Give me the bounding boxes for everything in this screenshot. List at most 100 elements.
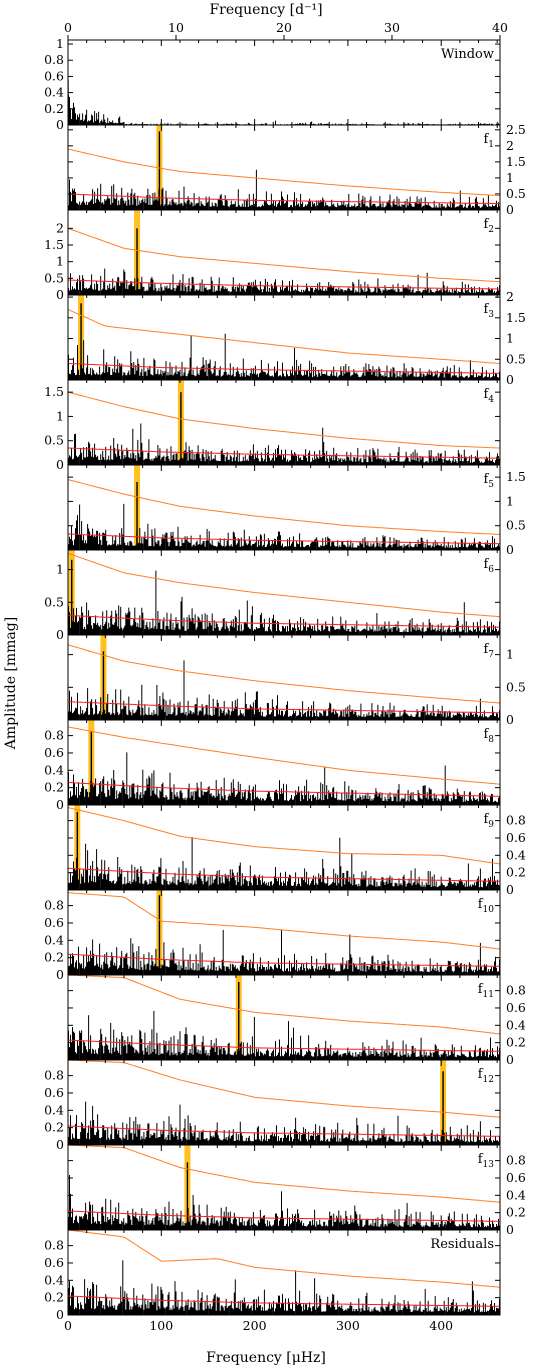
bottom-x-tick-label: 0 [64, 1318, 72, 1333]
top-x-tick-label: 20 [276, 20, 292, 35]
panel-label-subscript: 1 [488, 140, 494, 150]
panel-label: f6 [483, 557, 494, 575]
y-tick-label: 2 [506, 289, 514, 304]
y-tick-label: 0.6 [506, 830, 526, 845]
panel-label: f4 [483, 387, 494, 405]
y-tick-label: 0.8 [506, 1153, 526, 1168]
y-tick-label: 0 [56, 117, 64, 132]
panel-label: f3 [483, 302, 494, 320]
panel-label-subscript: 9 [488, 820, 494, 830]
noise-level-lower [68, 1295, 500, 1307]
y-tick-label: 0.4 [44, 1272, 64, 1287]
y-tick-label: 2 [506, 138, 514, 153]
y-tick-label: 0 [56, 1137, 64, 1152]
y-tick-label: 0.5 [44, 433, 64, 448]
y-tick-label: 0 [506, 202, 514, 217]
panel-label: f9 [483, 812, 494, 830]
panel-label-subscript: 2 [488, 225, 494, 235]
top-axis-title: Frequency [d⁻¹] [209, 2, 322, 18]
y-tick-label: 0.6 [506, 1000, 526, 1015]
noise-level-lower [68, 781, 500, 797]
y-tick-label: 0.8 [44, 728, 64, 743]
y-tick-label: 0.4 [44, 85, 64, 100]
y-tick-label: 0.4 [506, 847, 526, 862]
panel-frame [67, 1229, 501, 1316]
panel-plot-area [68, 210, 500, 295]
y-tick-label: 0.4 [506, 1187, 526, 1202]
panel-label: Window [441, 47, 494, 62]
y-tick-label: 0.8 [44, 1068, 64, 1083]
bottom-x-tick-label: 300 [336, 1318, 360, 1333]
bottom-x-tick-label: 200 [243, 1318, 267, 1333]
y-tick-label: 2.5 [506, 122, 526, 137]
y-tick-label: 1.5 [44, 237, 64, 252]
y-tick-label: 1.5 [506, 310, 526, 325]
y-tick-label: 0.2 [44, 101, 64, 116]
y-axis-title: Amplitude [mmag] [3, 617, 19, 750]
y-tick-label: 1 [506, 331, 514, 346]
y-tick-label: 0 [56, 1307, 64, 1322]
noise-level-lower [68, 362, 500, 374]
bottom-x-tick-label: 400 [429, 1318, 453, 1333]
noise-level-upper [68, 391, 500, 449]
y-tick-label: 0.6 [506, 1170, 526, 1185]
panel-plot-area [68, 295, 500, 380]
y-tick-label: 0.2 [44, 780, 64, 795]
y-tick-label: 0.6 [44, 745, 64, 760]
panel-6: 1.5 1 0.5 0 f5 [67, 464, 526, 557]
y-tick-label: 0 [506, 882, 514, 897]
y-tick-label: 0 [56, 797, 64, 812]
y-tick-label: 0.6 [44, 1255, 64, 1270]
y-tick-label: 1.5 [44, 384, 64, 399]
noise-level-lower [68, 1039, 500, 1052]
y-tick-label: 2 [56, 220, 64, 235]
y-tick-label: 0.8 [506, 813, 526, 828]
panel-label: f5 [483, 472, 494, 490]
y-tick-label: 1.5 [506, 469, 526, 484]
y-tick-label: 0.4 [44, 932, 64, 947]
y-tick-label: 0.6 [44, 915, 64, 930]
panel-15: 0.8 0.6 0.4 0.2 0 Residuals [44, 1229, 501, 1322]
panel-label-subscript: 4 [488, 395, 494, 405]
y-tick-label: 0.8 [44, 52, 64, 67]
y-tick-label: 0.5 [44, 594, 64, 609]
noise-level-upper [68, 148, 500, 197]
top-x-tick-label: 30 [384, 20, 400, 35]
y-tick-label: 0.6 [44, 68, 64, 83]
y-tick-label: 0.2 [506, 1035, 526, 1050]
y-tick-label: 1 [56, 254, 64, 269]
y-tick-label: 0 [506, 542, 514, 557]
y-tick-label: 1 [56, 562, 64, 577]
panel-label-subscript: 8 [488, 735, 494, 745]
panel-label-subscript: 5 [488, 480, 494, 490]
y-tick-label: 0.5 [506, 679, 526, 694]
noise-level-upper [68, 726, 500, 785]
noise-level-lower [68, 533, 500, 545]
panels-group: 10.80.60.40.20Window2.521.510.50f121.510… [44, 20, 526, 1333]
panel-plot-area [68, 1145, 500, 1230]
top-x-tick-label: 0 [64, 20, 72, 35]
panel-label-subscript: 12 [483, 1075, 494, 1085]
panel-plot-area [68, 805, 500, 890]
noise-level-upper [68, 1145, 500, 1203]
y-tick-label: 0.4 [44, 1102, 64, 1117]
y-tick-label: 0.2 [44, 1290, 64, 1305]
y-tick-label: 0.5 [506, 518, 526, 533]
y-tick-label: 0.6 [44, 1085, 64, 1100]
noise-level-upper [68, 1230, 500, 1288]
noise-level-upper [68, 892, 500, 950]
y-tick-label: 0.2 [44, 1120, 64, 1135]
noise-level-upper [68, 807, 500, 865]
panel-label-subscript: 6 [488, 565, 494, 575]
noise-level-lower [68, 614, 500, 628]
y-tick-label: 0.5 [506, 351, 526, 366]
noise-level-lower [68, 953, 500, 967]
panel-label-subscript: 3 [488, 310, 494, 320]
top-x-tick-label: 10 [168, 20, 184, 35]
noise-level-upper [68, 1060, 500, 1118]
panel-label: f1 [483, 132, 494, 150]
y-tick-label: 1 [506, 493, 514, 508]
y-tick-label: 1 [506, 647, 514, 662]
